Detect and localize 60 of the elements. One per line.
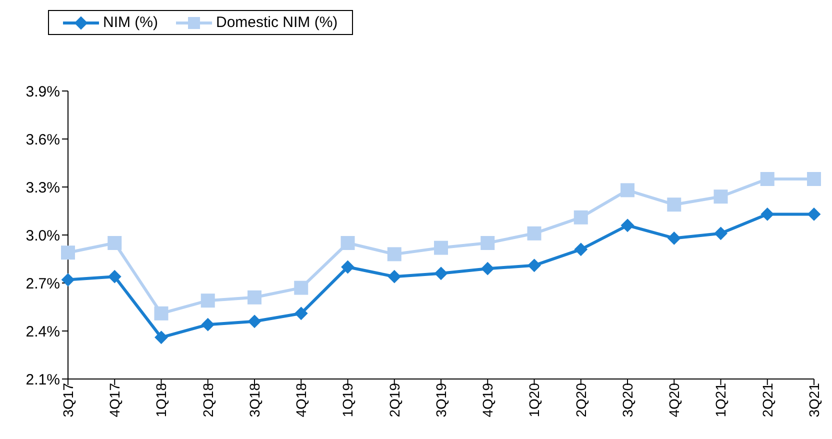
- point: [341, 260, 354, 274]
- point: [62, 273, 74, 286]
- point: [108, 270, 122, 284]
- point: [620, 183, 634, 198]
- y-tick-label: 3.3%: [26, 179, 60, 196]
- point: [574, 210, 588, 224]
- point: [387, 247, 402, 262]
- point: [388, 270, 401, 284]
- x-tick-label: 4Q20: [666, 382, 682, 418]
- legend-label: Domestic NIM (%): [215, 14, 338, 31]
- point: [714, 226, 728, 240]
- point: [340, 236, 355, 250]
- y-tick-label: 2.7%: [26, 275, 60, 292]
- x-tick-label: 3Q17: [60, 382, 76, 418]
- x-tick-label: 3Q21: [806, 382, 822, 418]
- point: [201, 318, 214, 332]
- x-tick-label: 2Q21: [759, 382, 776, 418]
- legend-label: NIM (%): [102, 14, 158, 31]
- x-tick-label: 3Q18: [246, 382, 262, 418]
- point: [574, 242, 588, 256]
- point: [807, 172, 821, 186]
- point: [294, 280, 308, 295]
- point: [527, 226, 542, 240]
- point: [667, 198, 682, 212]
- point: [434, 266, 448, 280]
- y-tick-label: 3.0%: [26, 227, 60, 244]
- point: [61, 246, 75, 260]
- x-tick-label: 4Q19: [480, 382, 496, 418]
- x-tick-label: 1Q19: [340, 382, 356, 418]
- x-tick-label: 2Q18: [200, 382, 216, 418]
- point: [480, 236, 495, 250]
- point: [808, 208, 820, 221]
- point: [481, 262, 494, 276]
- point: [108, 236, 122, 250]
- point: [294, 306, 308, 320]
- x-tick-label: 3Q19: [432, 382, 449, 418]
- point: [154, 306, 168, 320]
- y-tick-label: 2.4%: [26, 323, 60, 340]
- y-tick-label: 3.9%: [26, 83, 60, 100]
- point: [154, 330, 168, 344]
- x-tick-label: 4Q18: [293, 382, 310, 418]
- point: [714, 190, 728, 204]
- point: [760, 172, 774, 186]
- point: [668, 232, 681, 245]
- point: [248, 290, 262, 304]
- y-tick-label: 3.6%: [26, 131, 60, 148]
- point: [528, 258, 541, 272]
- point: [200, 294, 215, 308]
- point: [434, 240, 448, 255]
- point: [621, 218, 634, 232]
- y-tick-label: 2.1%: [26, 371, 60, 388]
- x-tick-label: 4Q17: [106, 382, 123, 418]
- x-tick-label: 3Q20: [619, 382, 636, 418]
- point: [760, 208, 774, 221]
- x-tick-label: 1Q21: [712, 382, 729, 418]
- point: [248, 314, 261, 328]
- x-tick-label: 2Q19: [386, 382, 402, 418]
- x-tick-label: 1Q20: [526, 382, 542, 418]
- x-tick-label: 2Q20: [572, 382, 589, 418]
- x-tick-label: 1Q18: [153, 382, 170, 418]
